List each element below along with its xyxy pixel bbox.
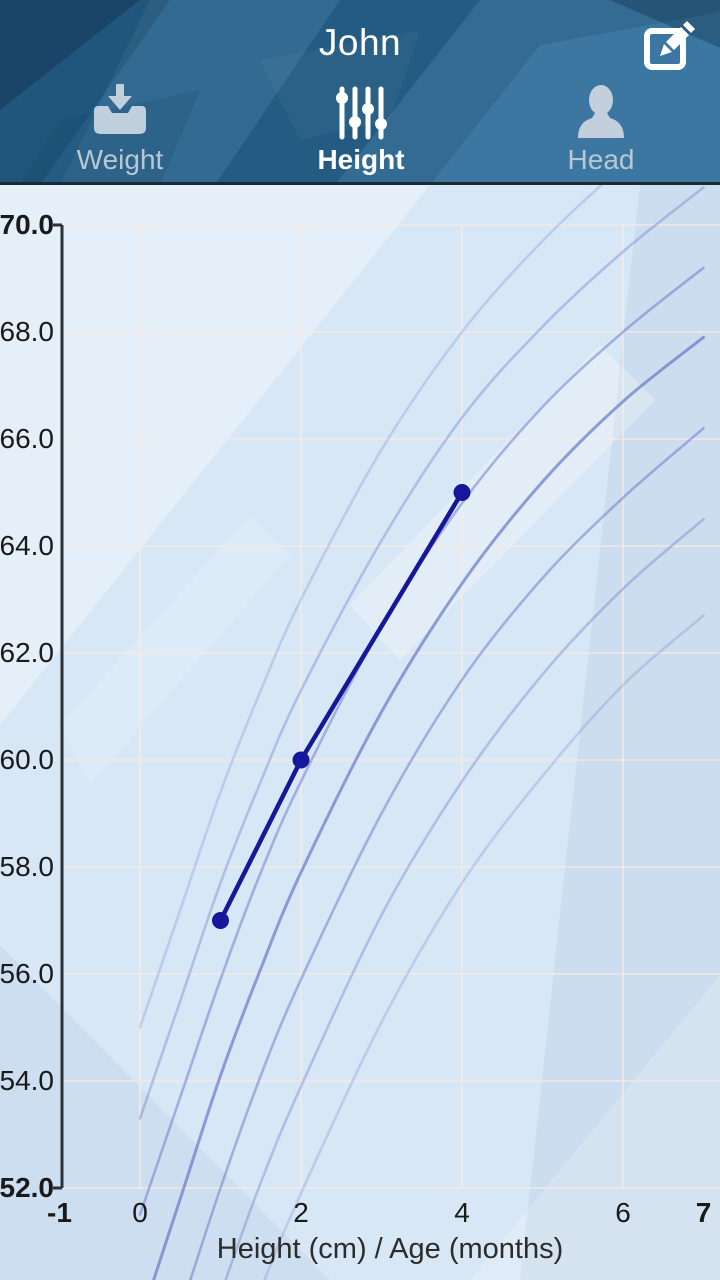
x-tick-label: 7	[696, 1197, 712, 1228]
tab-height-label: Height	[317, 144, 405, 175]
y-tick-label: 58.0	[0, 851, 54, 882]
y-tick-label: 62.0	[0, 637, 54, 668]
y-tick-label: 56.0	[0, 958, 54, 989]
edit-button[interactable]	[634, 14, 695, 72]
head-person-icon	[501, 84, 701, 142]
tab-weight-label: Weight	[76, 144, 164, 175]
reference-curve	[138, 266, 705, 1217]
tab-height[interactable]: Height	[261, 84, 461, 184]
header-separator	[0, 182, 720, 185]
x-tick-label: -1	[47, 1197, 72, 1228]
reference-curve	[152, 335, 705, 1280]
data-point[interactable]	[212, 912, 229, 929]
tab-head[interactable]: Head	[501, 84, 701, 184]
reference-curve	[138, 185, 604, 1029]
tab-weight[interactable]: Weight	[20, 84, 220, 184]
tab-head-label: Head	[567, 144, 635, 175]
y-tick-label: 64.0	[0, 530, 54, 561]
y-tick-label: 54.0	[0, 1065, 54, 1096]
reference-curve	[224, 518, 705, 1280]
y-tick-label: 70.0	[0, 209, 54, 240]
y-tick-label: 68.0	[0, 316, 54, 347]
header: John Weight	[0, 0, 720, 185]
reference-curve	[188, 427, 705, 1280]
height-sliders-icon	[261, 84, 461, 142]
measurement-line	[218, 490, 465, 923]
edit-pencil-icon	[644, 21, 695, 70]
weight-scale-icon	[20, 84, 220, 142]
reference-curve	[138, 186, 705, 1120]
x-tick-label: 2	[293, 1197, 309, 1228]
growth-chart[interactable]: 70.0 68.0 66.0 64.0 62.0 60.0 58.0 56.0 54.0 52.0…	[0, 185, 720, 1280]
x-tick-label: 6	[615, 1197, 631, 1228]
x-axis-caption: Height (cm) / Age (months)	[216, 1233, 564, 1265]
y-tick-label: 66.0	[0, 423, 54, 454]
y-tick-label: 60.0	[0, 744, 54, 775]
y-tick-label: 52.0	[0, 1172, 54, 1203]
page-title: John	[318, 22, 402, 63]
x-tick-label: 4	[454, 1197, 470, 1228]
data-point[interactable]	[453, 484, 471, 501]
chart-canvas[interactable]: 70.0 68.0 66.0 64.0 62.0 60.0 58.0 56.0 54.0 52.0…	[0, 185, 720, 1280]
x-tick-label: 0	[132, 1197, 148, 1228]
chart-lowpoly-background	[0, 185, 720, 1280]
reference-curve	[263, 614, 705, 1280]
data-point[interactable]	[292, 751, 310, 769]
